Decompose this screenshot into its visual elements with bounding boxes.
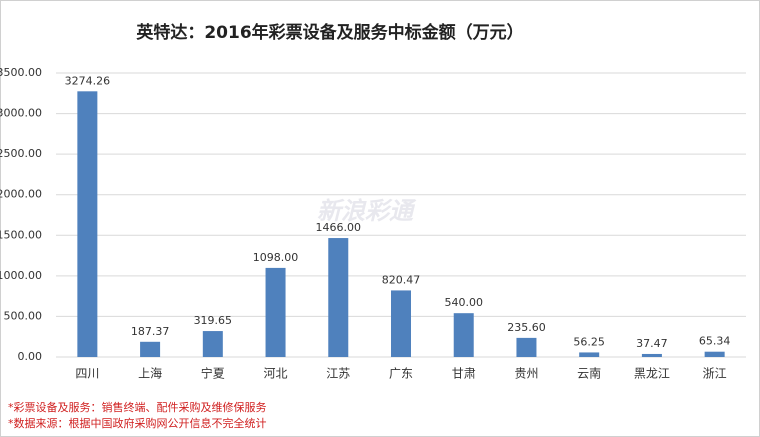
- data-label: 540.00: [444, 296, 483, 309]
- footnote: *数据来源：根据中国政府采购网公开信息不完全统计: [8, 416, 267, 430]
- x-tick-label: 上海: [138, 366, 162, 381]
- bar: [265, 267, 286, 357]
- data-label: 56.25: [573, 335, 605, 348]
- x-tick-label: 河北: [264, 367, 288, 381]
- x-tick-label: 广东: [389, 367, 413, 381]
- x-tick-label: 甘肃: [452, 367, 476, 381]
- data-label: 1098.00: [253, 251, 299, 264]
- data-label: 235.60: [507, 321, 546, 334]
- data-label: 65.34: [699, 335, 731, 348]
- data-label: 1466.00: [316, 221, 362, 234]
- bar: [140, 341, 161, 357]
- x-tick-label: 贵州: [514, 367, 538, 381]
- y-tick-label: 3000.00: [0, 107, 42, 120]
- x-tick-label: 江苏: [326, 367, 350, 381]
- x-tick-label: 云南: [577, 366, 601, 381]
- data-label: 820.47: [382, 273, 421, 286]
- x-tick-label: 宁夏: [201, 366, 225, 381]
- x-tick-label: 黑龙江: [634, 367, 670, 381]
- footnote: *彩票设备及服务：销售终端、配件采购及维修保服务: [8, 400, 267, 414]
- bar: [77, 91, 98, 357]
- y-tick-label: 1500.00: [0, 228, 42, 241]
- bar: [704, 351, 725, 357]
- x-tick-label: 浙江: [703, 367, 727, 381]
- bar: [453, 313, 474, 357]
- y-tick-label: 500.00: [4, 309, 43, 322]
- y-tick-label: 0.00: [18, 350, 43, 363]
- chart-title: 英特达：2016年彩票设备及服务中标金额（万元）: [136, 22, 523, 43]
- bar: [202, 331, 223, 357]
- data-label: 3274.26: [65, 74, 111, 87]
- bar: [579, 352, 600, 357]
- bar: [391, 290, 411, 357]
- bar: [641, 353, 662, 357]
- y-tick-label: 1000.00: [0, 269, 42, 282]
- bar: [516, 337, 537, 357]
- y-tick-label: 2000.00: [0, 188, 42, 201]
- data-label: 187.37: [131, 325, 170, 338]
- x-tick-label: 四川: [75, 367, 99, 381]
- y-tick-label: 2500.00: [0, 147, 42, 160]
- data-label: 319.65: [194, 314, 233, 327]
- watermark: 新浪彩通: [317, 197, 417, 225]
- y-tick-label: 3500.00: [0, 66, 42, 79]
- data-label: 37.47: [636, 337, 668, 350]
- bar: [328, 238, 349, 357]
